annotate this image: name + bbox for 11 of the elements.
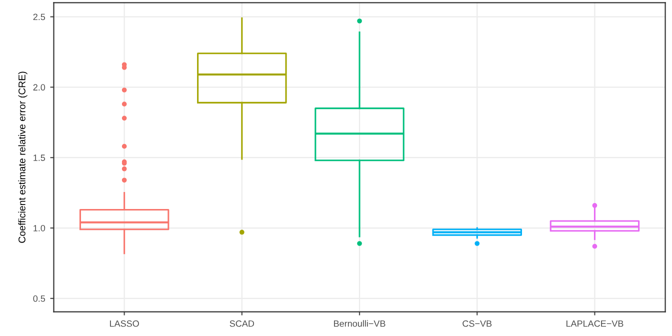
y-tick-label: 1.5 [34,154,46,161]
x-tick-label: SCAD [230,320,254,327]
y-tick-label: 1.0 [34,224,46,232]
y-tick-label: 0.5 [33,295,46,302]
y-tick-label: 2.0 [33,84,46,91]
x-tick-label: LAPLACE−VB [566,320,624,327]
y-axis-title: Coefficient estimate relative error (CRE) [18,72,28,243]
x-tick-label: LASSO [110,320,139,327]
y-tick-label: 2.5 [33,14,46,20]
x-tick-label: Bernoulli−VB [334,320,386,327]
x-tick-label: CS−VB [462,320,492,327]
